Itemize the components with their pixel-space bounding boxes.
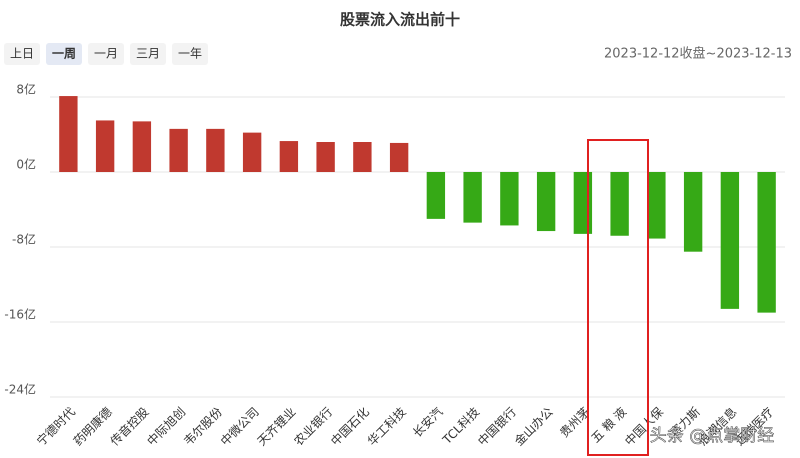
- bar: [683, 172, 703, 252]
- range-button-label[interactable]: 一月: [94, 47, 118, 61]
- x-tick-label: 传音控股: [107, 404, 152, 449]
- range-button-label[interactable]: 三月: [136, 47, 160, 61]
- bar: [59, 96, 78, 172]
- bar: [463, 172, 482, 223]
- bar: [500, 172, 519, 226]
- bar: [169, 128, 188, 172]
- plot: 8亿 0亿 -8亿 -16亿 -24亿宁德时代药明康德传音控股中际旭创韦尔股份中微公司天…: [4, 82, 785, 449]
- x-tick-label: 中国石化: [327, 404, 372, 449]
- x-tick-label: 中微公司: [217, 404, 262, 449]
- x-tick-label: 韦尔股份: [180, 404, 225, 449]
- y-tick-label: 0亿: [16, 157, 36, 172]
- x-tick-label: 宁德时代: [33, 404, 78, 449]
- bar: [353, 142, 372, 172]
- bar: [536, 172, 556, 232]
- y-tick-label: 8亿: [16, 82, 36, 97]
- range-button[interactable]: [46, 43, 82, 65]
- bar: [206, 128, 225, 172]
- bar: [389, 142, 409, 172]
- x-tick-label: 金山办公: [511, 404, 556, 449]
- range-button[interactable]: [4, 43, 40, 65]
- range-button[interactable]: [88, 43, 124, 65]
- bar: [757, 172, 776, 313]
- bar: [720, 172, 740, 309]
- x-tick-label: 药明康德: [70, 404, 115, 449]
- date-range: 2023-12-12收盘~2023-12-13: [604, 46, 792, 62]
- watermark: 头条 @点掌财经: [650, 426, 774, 446]
- range-button-label[interactable]: 一周: [52, 47, 76, 61]
- chart-title: 股票流入流出前十: [340, 11, 460, 29]
- bar: [242, 132, 262, 172]
- range-button-label[interactable]: 上日: [10, 47, 34, 61]
- y-tick-label: -8亿: [12, 232, 36, 247]
- x-tick-label: 天齐锂业: [254, 404, 299, 449]
- range-button[interactable]: [172, 43, 208, 65]
- y-tick-label: -16亿: [4, 307, 36, 322]
- range-buttons: 上日 一周 一月 三月 一年: [4, 43, 208, 65]
- x-tick-label: 长安汽: [409, 404, 445, 440]
- x-tick-label: 华工科技: [365, 405, 409, 449]
- bar: [95, 120, 115, 172]
- bar: [647, 172, 666, 239]
- y-tick-label: -24亿: [4, 382, 36, 397]
- bar: [573, 172, 593, 234]
- x-tick-label: TCL科技: [439, 405, 482, 448]
- bar: [426, 172, 446, 219]
- range-button[interactable]: [130, 43, 166, 65]
- bar: [132, 121, 152, 172]
- bar: [610, 172, 629, 236]
- x-tick-label: 农业银行: [291, 405, 335, 449]
- x-tick-label: 中国银行: [474, 404, 519, 449]
- bar: [316, 142, 335, 172]
- bar: [279, 141, 299, 172]
- range-button-label[interactable]: 一年: [178, 47, 202, 61]
- x-tick-label: 中际旭创: [144, 404, 189, 449]
- highlight-box: [587, 139, 649, 456]
